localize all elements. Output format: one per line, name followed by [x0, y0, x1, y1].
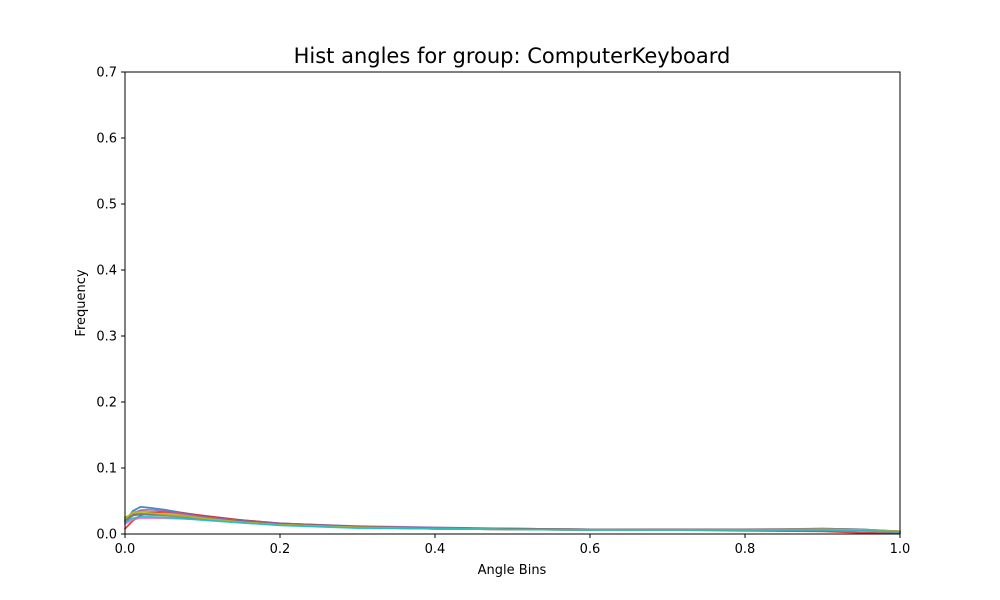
y-tick-label: 0.3: [96, 330, 117, 345]
y-tick-label: 0.1: [96, 462, 117, 477]
series-layer: [124, 505, 901, 535]
x-tick-label: 0.6: [580, 542, 601, 557]
y-tick-label: 0.6: [96, 132, 117, 147]
chart-title: Hist angles for group: ComputerKeyboard: [294, 44, 731, 68]
y-axis-label: Frequency: [74, 269, 89, 336]
x-axis: 0.0 0.2 0.4 0.6 0.8 1.0: [115, 534, 911, 557]
x-tick-label: 1.0: [890, 542, 911, 557]
y-tick-label: 0.0: [96, 528, 117, 543]
plot-area: [124, 71, 901, 535]
x-tick-label: 0.8: [735, 542, 756, 557]
y-tick-label: 0.5: [96, 198, 117, 213]
x-tick-label: 0.4: [425, 542, 446, 557]
y-axis: 0.0 0.1 0.2 0.3 0.4 0.5 0.6 0.7: [96, 66, 125, 543]
y-tick-label: 0.7: [96, 66, 117, 81]
plot-background: [125, 72, 900, 534]
y-tick-label: 0.2: [96, 396, 117, 411]
x-tick-label: 0.0: [115, 542, 136, 557]
x-axis-label: Angle Bins: [478, 563, 547, 578]
series-line-10: [124, 515, 901, 533]
y-tick-label: 0.4: [96, 264, 117, 279]
plot-frame: [124, 71, 901, 535]
x-tick-label: 0.2: [270, 542, 291, 557]
